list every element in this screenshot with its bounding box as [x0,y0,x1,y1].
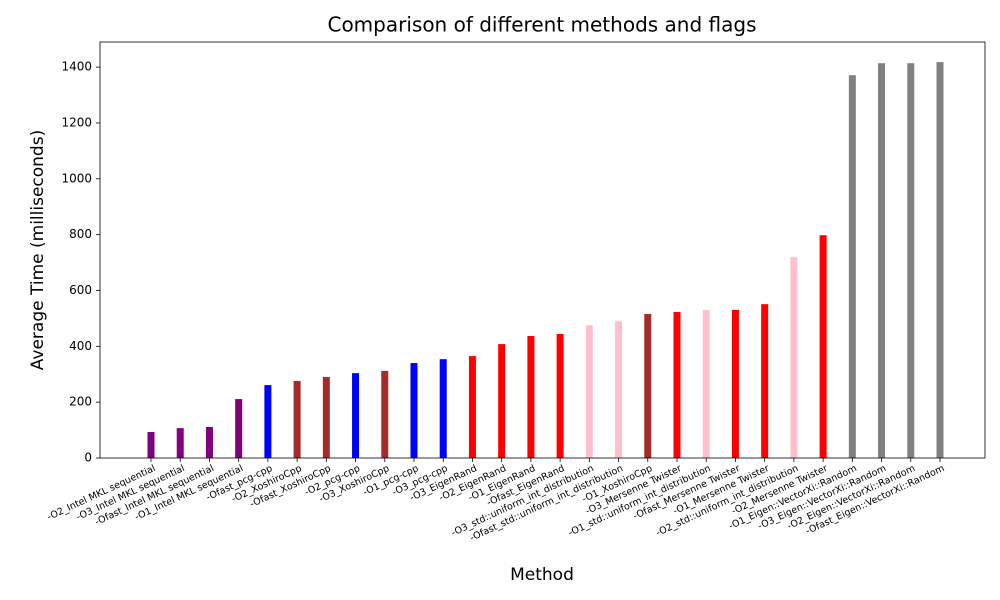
x-axis-label: Method [510,565,574,585]
y-tick-label: 800 [69,227,92,241]
bar [205,427,213,458]
bar [264,385,272,458]
bar [615,321,623,458]
bar [790,256,798,458]
bar [907,63,915,459]
plot-frame [99,41,986,459]
y-tick-label: 200 [69,395,92,409]
chart-title: Comparison of different methods and flag… [327,13,756,37]
bar [819,235,827,458]
bar [468,356,476,458]
bar [761,304,769,458]
bar [322,377,330,458]
y-tick-label: 1200 [61,115,92,129]
bar [731,310,739,458]
bar [410,363,418,458]
bar [235,399,243,458]
bar [556,334,564,458]
y-axis-label: Average Time (milliseconds) [28,130,48,370]
bar [352,373,360,458]
bar [293,380,301,458]
bar [381,370,389,458]
bar [147,432,155,458]
y-tick-label: 600 [69,283,92,297]
bar [848,75,856,459]
bar [936,62,944,458]
bar [498,344,506,458]
y-tick-label: 400 [69,339,92,353]
bar [644,313,652,458]
bar [878,63,886,459]
bar [527,335,535,458]
y-tick-label: 1400 [61,60,92,74]
bar [702,310,710,458]
bar [585,325,593,458]
bar [176,428,184,458]
bar [673,311,681,458]
bar [439,359,447,458]
y-tick-label: 1000 [61,171,92,185]
y-tick-label: 0 [84,451,92,465]
